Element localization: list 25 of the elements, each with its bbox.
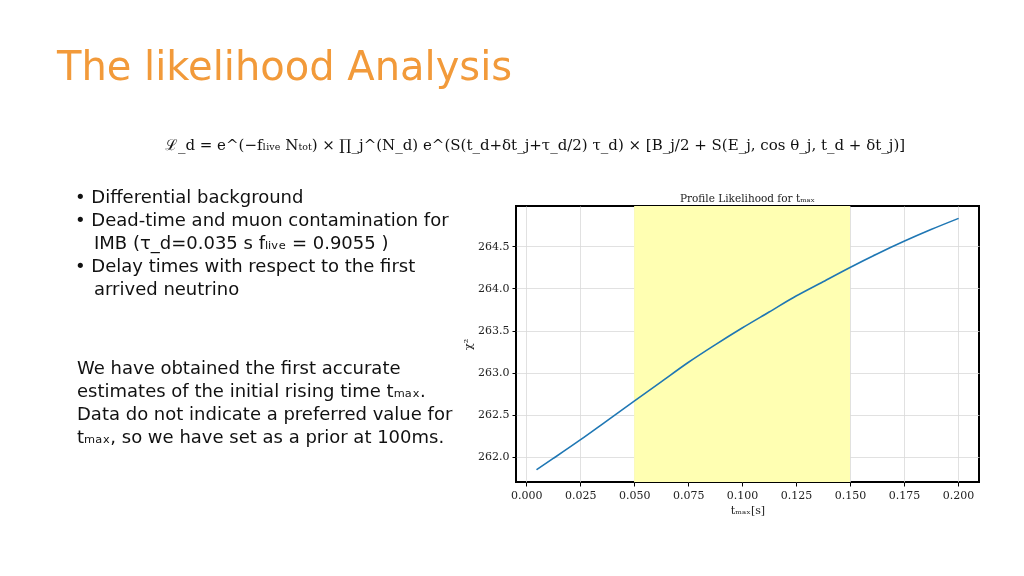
y-tick-label: 262.0 [478, 450, 510, 464]
x-axis-title: tₘₐₓ[s] [730, 503, 766, 517]
y-tick-label: 263.0 [478, 366, 510, 380]
text: • Differential background [75, 186, 304, 207]
x-tick-label: 0.100 [726, 488, 759, 502]
x-tick-label: 0.050 [618, 488, 651, 502]
x-tick-label: 0.075 [672, 488, 705, 502]
text: • Delay times with respect to the first arrived neutrino [75, 255, 416, 299]
y-tick-label: 263.5 [478, 324, 510, 338]
y-tick-label: 264.5 [478, 239, 510, 253]
x-tick-label: 0.025 [564, 488, 597, 502]
x-tick-label: 0.175 [888, 488, 921, 502]
x-tick-label: 0.000 [511, 488, 543, 502]
y-axis-title: χ² [462, 338, 476, 351]
x-tick-label: 0.125 [780, 488, 813, 502]
text: • Dead-time and muon contamination for IMB (τ_d=0.035 s fₗᵢᵥₑ = 0.9055 ) [75, 209, 450, 254]
chart-title: Profile Likelihood for tₘₐₓ [679, 191, 816, 204]
text: We have obtained the first accurate estimates of the initial rising time tₘₐₓ. Data do not indicate a preferred value for tₘₐₓ, so we have set as a prior at 100ms. [77, 357, 453, 447]
y-tick-label: 264.0 [478, 281, 510, 295]
line-series [536, 217, 959, 471]
text: ℒ_d = e^(−fₗᵢᵥₑ Nₜₒₜ) × ∏_j^(N_d) e^(S(t_d+δt_j+τ_d/2) τ_d) × [B_j/2 + S(E_j, cos θ_j, t_d + δt_j)] [164, 136, 906, 154]
y-tick-label: 262.5 [478, 408, 510, 422]
x-tick-label: 0.200 [942, 488, 975, 502]
x-tick-label: 0.150 [834, 488, 867, 502]
text: The likelihood Analysis [56, 43, 513, 89]
